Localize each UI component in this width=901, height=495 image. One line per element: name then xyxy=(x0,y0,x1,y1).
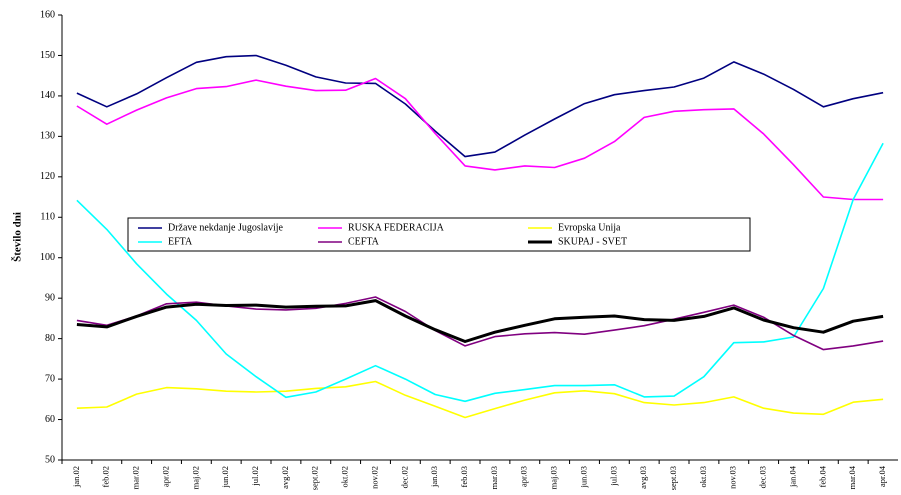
x-tick-label: avg.03 xyxy=(638,466,648,489)
x-tick-label: feb.03 xyxy=(459,466,469,487)
y-tick-label: 90 xyxy=(45,292,55,303)
x-tick-label: okt.03 xyxy=(698,466,708,488)
legend-label: Evropska Unija xyxy=(558,222,621,233)
series-line xyxy=(76,77,884,201)
legend-label: Države nekdanje Jugoslavije xyxy=(168,222,284,233)
x-tick-label: sept.03 xyxy=(668,466,678,490)
x-tick-label: jan.03 xyxy=(429,466,439,488)
x-tick-label: jul.02 xyxy=(250,466,260,487)
series-line xyxy=(76,380,884,419)
x-tick-label: feb.02 xyxy=(101,466,111,487)
x-tick-label: dec.02 xyxy=(399,466,409,488)
x-tick-label: jun.02 xyxy=(220,466,230,489)
x-tick-label: avg.02 xyxy=(280,466,290,489)
x-tick-label: mar.03 xyxy=(489,466,499,489)
x-tick-label: okt.02 xyxy=(340,466,350,488)
series-line xyxy=(76,54,884,158)
series-line xyxy=(76,142,884,403)
y-tick-label: 110 xyxy=(40,212,55,223)
y-tick-label: 150 xyxy=(40,50,55,61)
y-tick-label: 120 xyxy=(40,171,55,182)
x-tick-label: maj.03 xyxy=(549,466,559,489)
legend-label: RUSKA FEDERACIJA xyxy=(348,222,445,233)
y-tick-label: 50 xyxy=(45,454,55,465)
x-tick-label: apr.03 xyxy=(519,466,529,487)
y-tick-label: 80 xyxy=(45,333,55,344)
x-tick-label: mar.04 xyxy=(847,465,857,489)
x-tick-label: apr.04 xyxy=(877,465,887,487)
y-tick-label: 140 xyxy=(40,90,55,101)
legend-box xyxy=(127,217,751,252)
x-tick-label: dec.03 xyxy=(758,466,768,488)
legend-label: EFTA xyxy=(168,236,193,247)
x-tick-label: mar.02 xyxy=(131,466,141,489)
x-tick-label: jul.03 xyxy=(608,466,618,487)
y-tick-label: 130 xyxy=(40,131,55,142)
y-tick-label: 60 xyxy=(45,414,55,425)
y-tick-label: 100 xyxy=(40,252,55,263)
x-tick-label: jan.02 xyxy=(71,466,81,488)
x-tick-label: sept.02 xyxy=(310,466,320,490)
y-tick-label: 70 xyxy=(45,373,55,384)
x-tick-label: apr.02 xyxy=(160,466,170,487)
x-tick-label: feb.04 xyxy=(817,465,827,487)
legend-label: CEFTA xyxy=(348,236,380,247)
x-tick-label: jan.04 xyxy=(787,465,797,488)
x-tick-label: nov.03 xyxy=(728,466,738,489)
y-tick-label: 160 xyxy=(40,9,55,20)
y-axis-label: Število dni xyxy=(11,212,24,262)
x-tick-label: jun.03 xyxy=(578,466,588,489)
legend-label: SKUPAJ - SVET xyxy=(558,236,627,247)
x-tick-label: nov.02 xyxy=(369,466,379,489)
x-tick-label: maj.02 xyxy=(190,466,200,489)
series-line xyxy=(76,299,884,343)
